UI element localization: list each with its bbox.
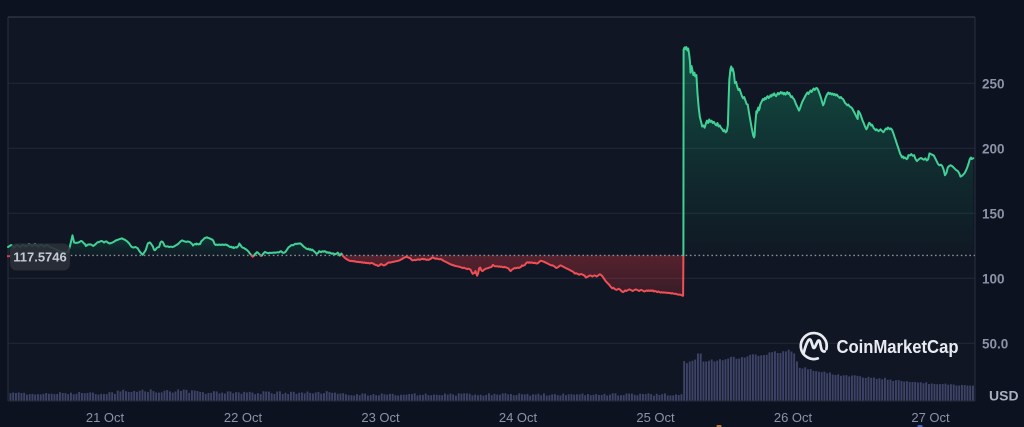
svg-text:24 Oct: 24 Oct bbox=[499, 410, 538, 425]
svg-text:21 Oct: 21 Oct bbox=[86, 410, 125, 425]
svg-text:CoinMarketCap: CoinMarketCap bbox=[837, 336, 959, 357]
svg-text:USD: USD bbox=[989, 388, 1019, 404]
svg-text:50.0: 50.0 bbox=[982, 336, 1008, 351]
svg-text:250: 250 bbox=[982, 77, 1005, 92]
svg-text:27 Oct: 27 Oct bbox=[911, 410, 950, 425]
svg-text:200: 200 bbox=[982, 141, 1005, 156]
svg-text:100: 100 bbox=[982, 271, 1005, 286]
svg-text:23 Oct: 23 Oct bbox=[361, 410, 400, 425]
svg-text:150: 150 bbox=[982, 206, 1005, 221]
svg-text:117.5746: 117.5746 bbox=[13, 250, 67, 265]
svg-text:22 Oct: 22 Oct bbox=[224, 410, 263, 425]
svg-text:25 Oct: 25 Oct bbox=[636, 410, 675, 425]
svg-text:26 Oct: 26 Oct bbox=[774, 410, 813, 425]
